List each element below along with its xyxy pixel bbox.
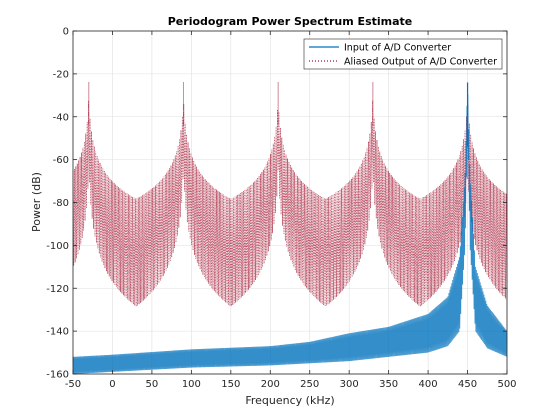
legend-label-aliased: Aliased Output of A/D Converter <box>344 57 497 68</box>
y-tick-label-1: -140 <box>46 327 69 338</box>
x-tick-label-10: 450 <box>458 379 477 390</box>
axis-ticks: -50 0 50 100 150 200 250 300 350 400 450 500 -160 -14… <box>46 27 516 391</box>
series-group <box>72 82 508 374</box>
y-axis-label: Power (dB) <box>30 172 43 232</box>
legend-box <box>303 38 503 70</box>
y-tick-label-7: -20 <box>53 69 69 80</box>
legend-label-input: Input of A/D Converter <box>344 43 451 54</box>
y-tick-label-4: -80 <box>53 198 69 209</box>
aliased-output-trace <box>72 100 508 307</box>
x-tick-label-1: 0 <box>109 379 115 390</box>
x-axis-label: Frequency (kHz) <box>245 394 334 407</box>
y-tick-label-2: -120 <box>46 284 69 295</box>
y-tick-label-5: -60 <box>53 155 69 166</box>
y-tick-label-8: 0 <box>63 27 69 38</box>
y-tick-label-0: -160 <box>46 370 69 381</box>
y-tick-label-6: -40 <box>53 112 69 123</box>
x-tick-label-7: 300 <box>340 379 359 390</box>
series-input <box>72 82 508 374</box>
x-tick-label-2: 50 <box>146 379 159 390</box>
x-tick-label-4: 150 <box>221 379 240 390</box>
x-tick-label-9: 400 <box>419 379 438 390</box>
x-tick-label-0: -50 <box>65 379 81 390</box>
x-tick-label-3: 100 <box>182 379 201 390</box>
legend: Input of A/D Converter Aliased Output of… <box>303 38 503 70</box>
y-tick-label-3: -100 <box>46 241 69 252</box>
series-aliased-output <box>72 82 508 307</box>
x-tick-label-11: 500 <box>497 379 516 390</box>
input-trace <box>72 94 508 374</box>
x-tick-label-5: 200 <box>261 379 280 390</box>
chart-title: Periodogram Power Spectrum Estimate <box>168 15 413 28</box>
x-tick-label-6: 250 <box>300 379 319 390</box>
x-tick-label-8: 350 <box>379 379 398 390</box>
